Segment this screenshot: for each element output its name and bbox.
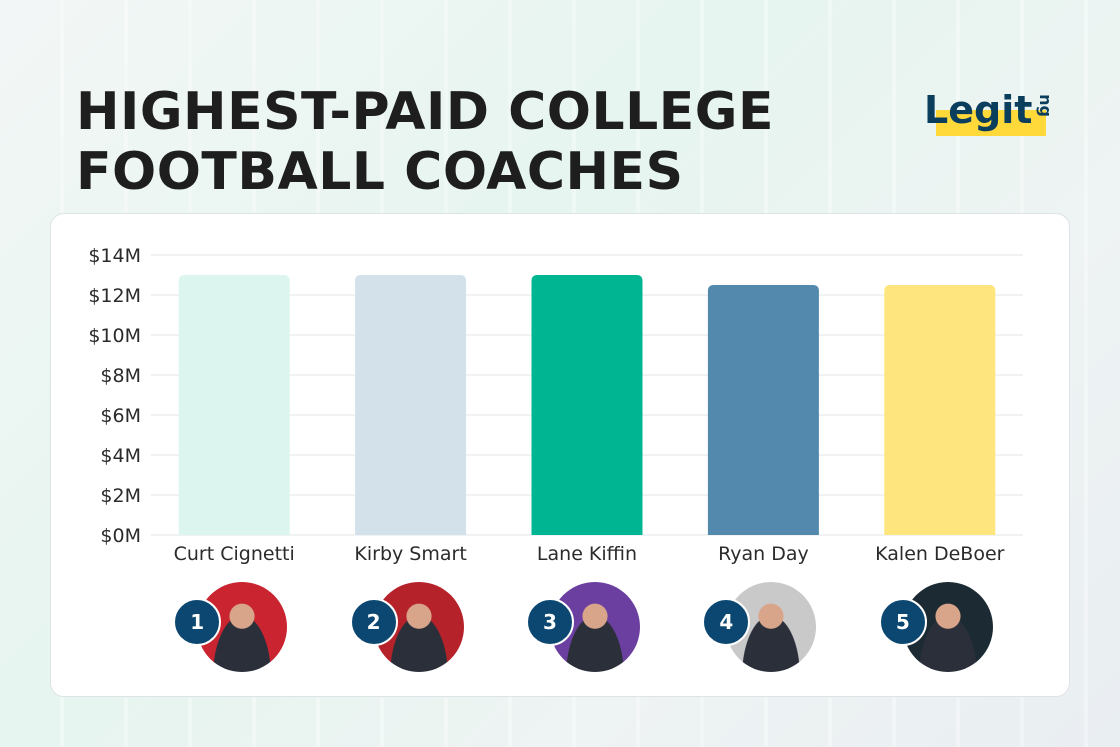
x-category-label: Ryan Day (718, 543, 809, 565)
rank-badge: 4 (702, 598, 751, 646)
page-title: HIGHEST-PAID COLLEGE FOOTBALL COACHES (76, 82, 774, 202)
title-line-1: HIGHEST-PAID COLLEGE (76, 82, 775, 142)
bar (884, 285, 996, 535)
y-tick-label: $2M (100, 485, 141, 507)
x-category-label: Kirby Smart (354, 543, 466, 565)
bar (178, 275, 290, 535)
rank-badge: 2 (349, 598, 398, 646)
logo-suffix: ng (1036, 94, 1056, 117)
rank-badge: 1 (173, 598, 222, 646)
coach-photo (550, 582, 640, 672)
y-tick-label: $0M (100, 525, 141, 547)
bar (707, 285, 819, 535)
x-category-label: Kalen DeBoer (875, 543, 1004, 565)
x-category-label: Curt Cignetti (174, 543, 295, 565)
y-tick-label: $8M (100, 365, 141, 387)
bar (531, 275, 643, 535)
logo-word: Legit (924, 88, 1033, 132)
y-tick-label: $14M (88, 245, 141, 267)
x-category-label: Lane Kiffin (537, 543, 637, 565)
title-line-2: FOOTBALL COACHES (76, 142, 684, 202)
rank-badge: 5 (878, 598, 927, 646)
y-tick-label: $6M (100, 405, 141, 427)
rank-badge: 3 (526, 598, 574, 646)
y-tick-label: $12M (88, 285, 141, 307)
y-tick-label: $4M (100, 445, 141, 467)
bar (355, 275, 467, 535)
logo-highlight (936, 110, 1046, 136)
legit-logo: Legit ng (924, 88, 1057, 136)
y-tick-label: $10M (88, 325, 141, 347)
chart-card: $0M $2M $4M $6M $8M $10M $12M $14M Curt Cignetti… (50, 213, 1070, 697)
bar-chart: $0M $2M $4M $6M $8M $10M $12M $14M Curt Cignetti… (88, 245, 1023, 565)
